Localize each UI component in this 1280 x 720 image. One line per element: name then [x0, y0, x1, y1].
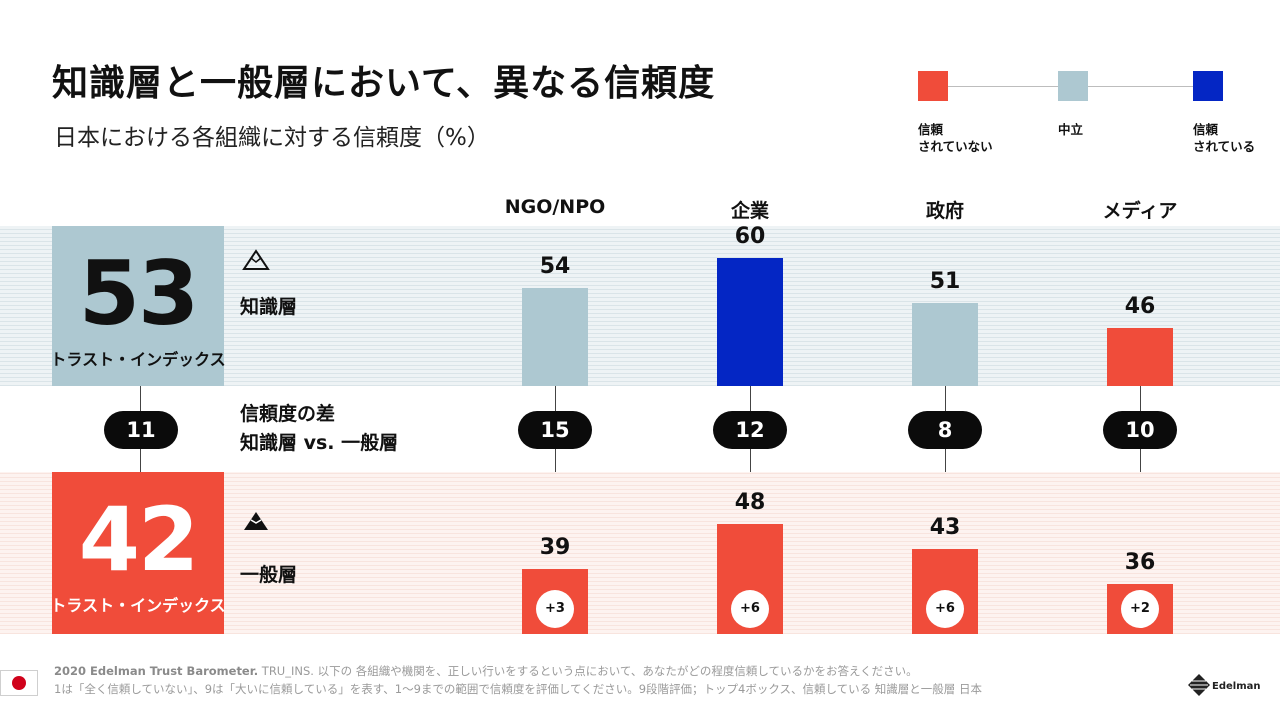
general-trust-index-value: 42	[78, 488, 199, 591]
legend-label-neutral: 中立	[1058, 122, 1084, 137]
change-badge: +2	[1121, 590, 1159, 628]
bar-value-label: 46	[1124, 294, 1156, 319]
change-badge: +6	[926, 590, 964, 628]
footer-line2: 1は「全く信頼していない」、9は「大いに信頼している」を表す、1～9までの範囲で…	[54, 682, 982, 696]
footer-question: TRU_INS. 以下の 各組織や機関を、正しい行いをするという点において、あな…	[258, 664, 918, 678]
bar	[717, 258, 783, 386]
bar	[522, 288, 588, 386]
bar-value-label: 60	[734, 224, 766, 249]
column-header: 政府	[925, 200, 964, 222]
general-trust-index-label: トラスト・インデックス	[50, 596, 226, 615]
bar	[1107, 328, 1173, 386]
bar-value-label: 54	[539, 254, 571, 279]
column-header: メディア	[1102, 200, 1178, 222]
bar-value-label: 36	[1124, 550, 1156, 575]
legend-label-trusted-line1: 信頼	[1193, 122, 1219, 137]
bar-value-label: 48	[734, 490, 766, 515]
gap-pill: 8	[908, 411, 982, 449]
bar-value-label: 39	[539, 535, 571, 560]
flag-sun	[12, 676, 26, 690]
footer-line1: 2020 Edelman Trust Barometer. TRU_INS. 以…	[54, 663, 918, 679]
legend-swatch-neutral	[1058, 71, 1088, 101]
bar	[912, 303, 978, 386]
general-group-label: 一般層	[240, 564, 298, 586]
legend-label-distrusted-line2: されていない	[918, 139, 993, 154]
footer-source: 2020 Edelman Trust Barometer.	[54, 664, 259, 678]
mountain-icon	[244, 512, 268, 530]
informed-trust-index-box: 53 トラスト・インデックス	[50, 226, 226, 386]
change-badge: +6	[731, 590, 769, 628]
bar-value-label: 43	[929, 515, 961, 540]
outline-triangle-icon	[242, 249, 270, 270]
gap-label-line1: 信頼度の差	[240, 403, 336, 425]
column-header: 企業	[730, 200, 769, 222]
edelman-logo-icon	[1188, 674, 1210, 696]
gap-pill: 15	[518, 411, 592, 449]
legend-swatch-trusted	[1193, 71, 1223, 101]
informed-trust-index-label: トラスト・インデックス	[50, 350, 226, 369]
bar-value-label: 51	[929, 269, 961, 294]
gap-label-line2: 知識層 vs. 一般層	[240, 432, 399, 454]
legend-label-distrusted-line1: 信頼	[918, 122, 944, 137]
gap-pill: 10	[1103, 411, 1177, 449]
gap-label: 信頼度の差 知識層 vs. 一般層	[240, 400, 398, 458]
informed-group-label: 知識層	[240, 296, 298, 318]
legend-label-trusted-line2: されている	[1193, 139, 1256, 154]
gap-pill: 12	[713, 411, 787, 449]
edelman-logo-text: Edelman	[1212, 681, 1261, 692]
trust-index-gap-pill: 11	[104, 411, 178, 449]
informed-trust-index-value: 53	[78, 242, 199, 345]
page-subtitle: 日本における各組織に対する信頼度（%）	[54, 125, 490, 151]
general-trust-index-box: 42 トラスト・インデックス	[50, 472, 226, 634]
page-title: 知識層と一般層において、異なる信頼度	[52, 63, 716, 104]
column-header: NGO/NPO	[504, 196, 606, 218]
japan-flag-icon	[0, 670, 38, 696]
legend-label-trusted: 信頼 されている	[1193, 121, 1255, 155]
change-badge: +3	[536, 590, 574, 628]
legend-swatch-distrusted	[918, 71, 948, 101]
legend-label-distrusted: 信頼 されていない	[918, 121, 993, 155]
